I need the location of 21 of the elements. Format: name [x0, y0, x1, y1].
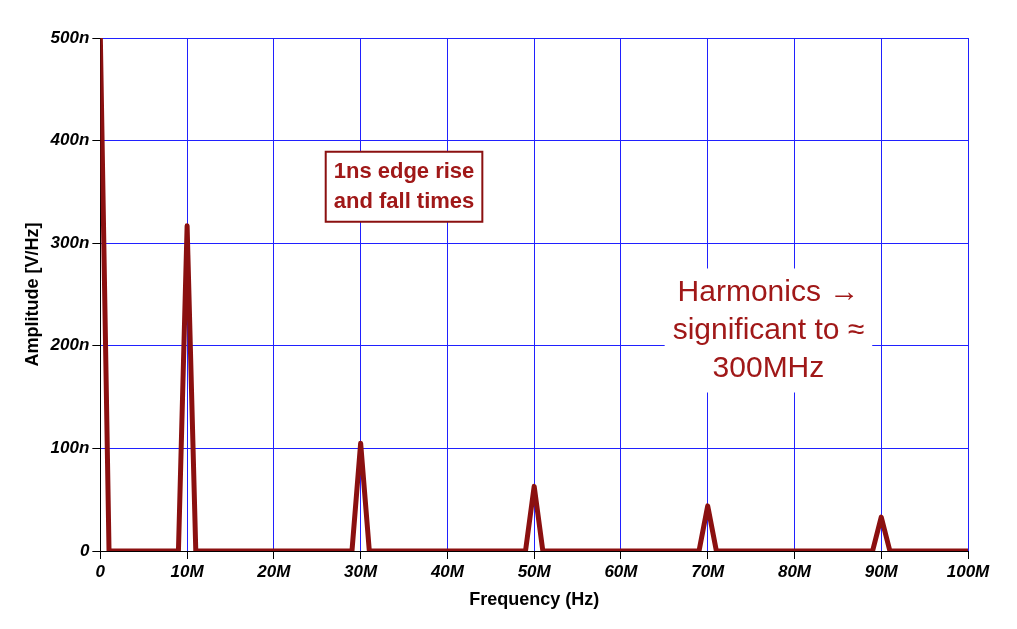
x-tick-label: 0	[95, 561, 106, 581]
x-axis-title: Frequency (Hz)	[469, 589, 600, 610]
x-tick-label: 90M	[864, 561, 899, 581]
y-tick-label: 0	[79, 540, 90, 560]
y-axis-title: Amplitude [V/Hz]	[21, 222, 42, 367]
x-tick-label: 80M	[777, 561, 812, 581]
x-tick-label: 30M	[344, 561, 379, 581]
x-tick-label: 70M	[691, 561, 726, 581]
y-tick-label: 200n	[49, 335, 90, 355]
y-tick-label: 400n	[49, 130, 90, 150]
x-tick-label: 60M	[604, 561, 639, 581]
x-tick-label: 50M	[517, 561, 552, 581]
y-tick-label: 500n	[50, 27, 90, 47]
x-tick-label: 100M	[946, 561, 991, 581]
x-tick-label: 20M	[256, 561, 292, 581]
y-tick-label: 100n	[50, 438, 90, 458]
annotation: Harmonics → significant to ≈ 300MHz	[672, 273, 865, 383]
annotation: 1ns edge rise and fall times	[333, 157, 475, 213]
x-tick-label: 10M	[170, 561, 205, 581]
x-tick-label: 40M	[429, 561, 465, 581]
y-tick-label: 300n	[50, 232, 90, 252]
